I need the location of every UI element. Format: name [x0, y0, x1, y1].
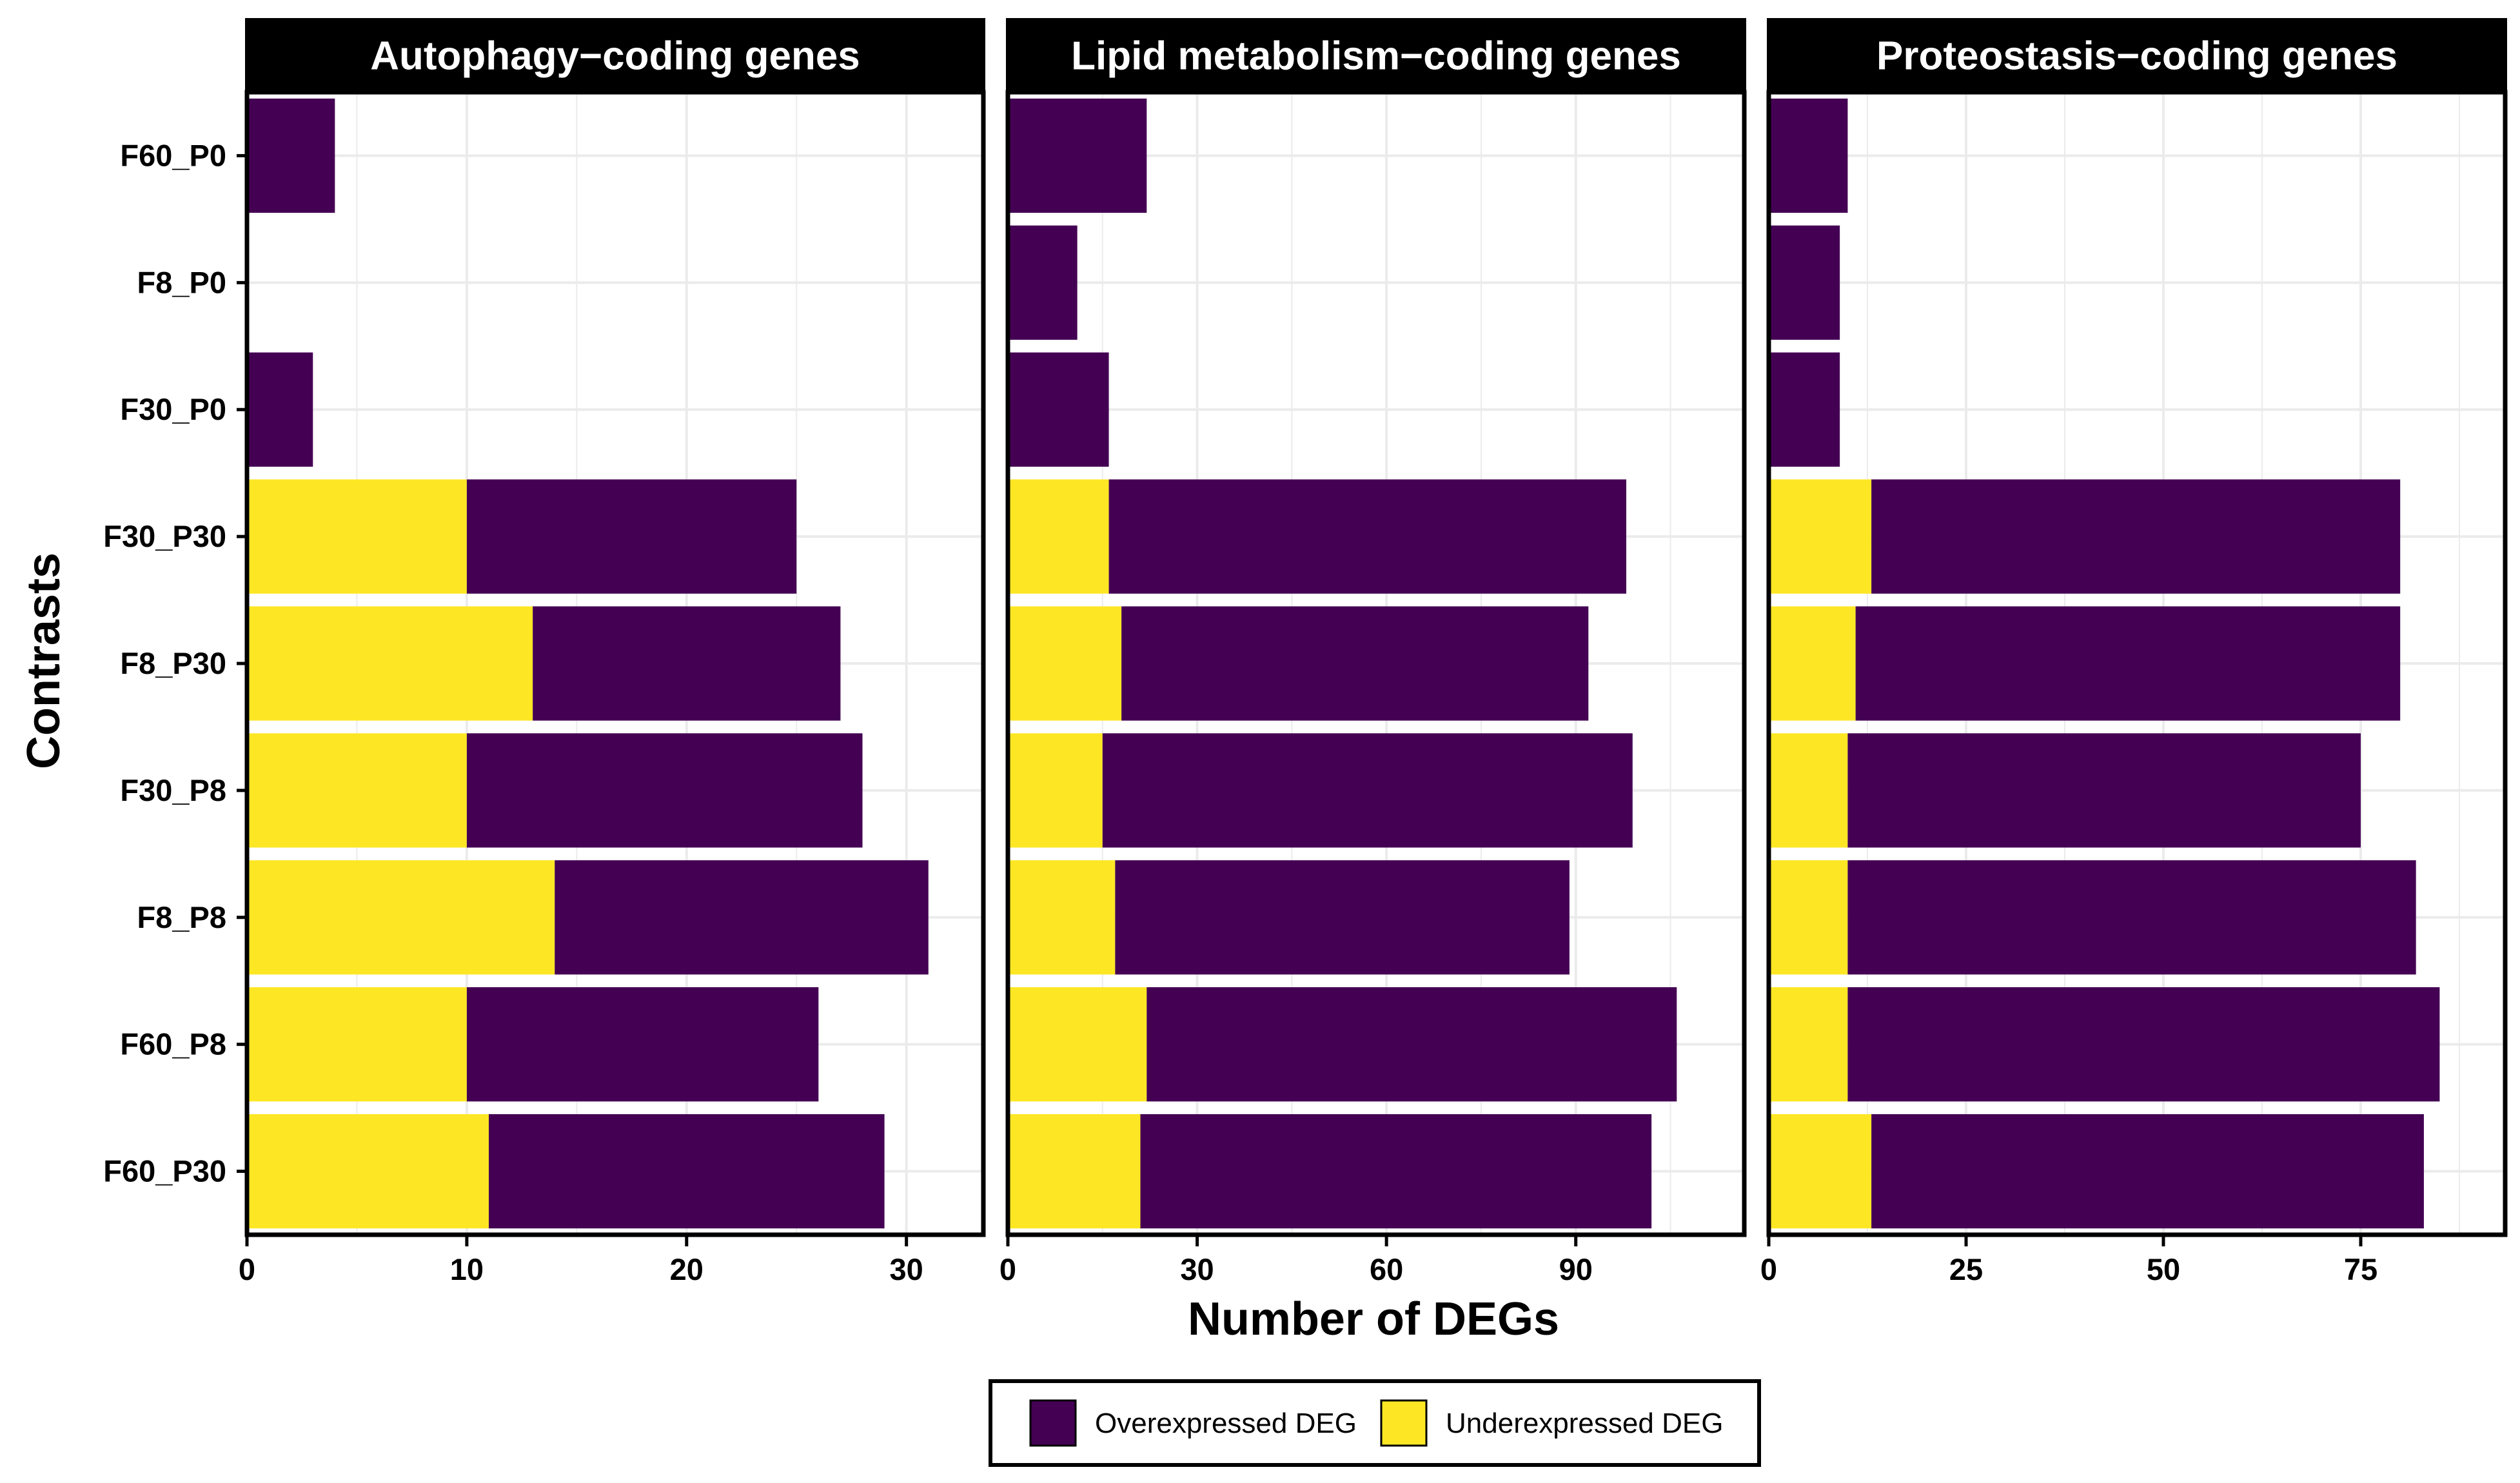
- x-tick-label: 30: [1180, 1252, 1214, 1286]
- x-tick-label: 25: [1949, 1252, 1983, 1286]
- bar-overexpressed-f60-p30: [1871, 1114, 2424, 1229]
- x-tick-label: 60: [1370, 1252, 1403, 1286]
- bar-underexpressed-f60-p30: [1769, 1114, 1872, 1229]
- y-tick-label: F60_P0: [120, 138, 226, 172]
- facet-strip-title: Autophagy−coding genes: [370, 34, 860, 79]
- bar-underexpressed-f60-p30: [1008, 1114, 1141, 1229]
- y-tick-label: F8_P30: [120, 646, 226, 680]
- y-tick-label: F60_P8: [120, 1027, 226, 1061]
- bar-overexpressed-f8-p8: [1115, 860, 1570, 975]
- bar-underexpressed-f30-p8: [247, 733, 467, 848]
- bar-overexpressed-f60-p30: [1140, 1114, 1652, 1229]
- y-tick-label: F30_P8: [120, 773, 226, 807]
- y-axis-title: Contrasts: [18, 553, 70, 769]
- bar-overexpressed-f30-p8: [1102, 733, 1633, 848]
- bar-overexpressed-f60-p0: [1008, 98, 1147, 213]
- bar-overexpressed-f60-p0: [247, 98, 335, 213]
- legend: Overexpressed DEG Underexpressed DEG: [989, 1379, 1761, 1467]
- bar-underexpressed-f60-p30: [247, 1114, 489, 1229]
- bar-underexpressed-f8-p8: [1008, 860, 1116, 975]
- bar-underexpressed-f60-p8: [1769, 987, 1848, 1102]
- legend-key-underexpressed: [1380, 1399, 1428, 1447]
- y-tick-label: F60_P30: [103, 1154, 226, 1188]
- bar-underexpressed-f8-p30: [1769, 606, 1856, 721]
- bar-underexpressed-f60-p8: [247, 987, 467, 1102]
- legend-label-overexpressed: Overexpressed DEG: [1095, 1408, 1357, 1439]
- bar-underexpressed-f30-p30: [1008, 479, 1109, 594]
- bar-overexpressed-f8-p0: [1008, 225, 1078, 340]
- bar-overexpressed-f30-p30: [1871, 479, 2401, 594]
- bar-underexpressed-f8-p8: [247, 860, 555, 975]
- bar-overexpressed-f60-p8: [1847, 987, 2440, 1102]
- bar-overexpressed-f30-p0: [1008, 352, 1109, 467]
- facet-strip-title: Lipid metabolism−coding genes: [1071, 34, 1681, 79]
- bar-underexpressed-f30-p8: [1008, 733, 1103, 848]
- bar-overexpressed-f60-p0: [1769, 98, 1848, 213]
- x-tick-label: 0: [1760, 1252, 1777, 1286]
- legend-label-underexpressed: Underexpressed DEG: [1446, 1408, 1723, 1439]
- bar-underexpressed-f60-p8: [1008, 987, 1147, 1102]
- x-tick-label: 75: [2344, 1252, 2377, 1286]
- bar-underexpressed-f30-p30: [1769, 479, 1872, 594]
- y-tick-label: F30_P0: [120, 392, 226, 426]
- y-tick-label: F8_P0: [137, 265, 226, 299]
- x-tick-label: 90: [1559, 1252, 1593, 1286]
- bar-overexpressed-f30-p30: [1108, 479, 1627, 594]
- facet-strip-title: Proteostasis−coding genes: [1876, 34, 2397, 79]
- bar-overexpressed-f8-p30: [533, 606, 841, 721]
- x-tick-label: 0: [239, 1252, 255, 1286]
- facet-strip: [245, 18, 985, 92]
- bar-overexpressed-f8-p8: [1847, 860, 2416, 975]
- bar-overexpressed-f8-p30: [1121, 606, 1589, 721]
- panel-3: Proteostasis−coding genes 0 25 50 75: [1760, 18, 2508, 1286]
- panel-1: Autophagy−coding genes 0 10 20 30: [239, 18, 986, 1286]
- bar-overexpressed-f30-p0: [247, 352, 313, 467]
- y-tick-label: F8_P8: [137, 900, 226, 934]
- facet-strip: [1006, 18, 1746, 92]
- facet-strip: [1767, 18, 2507, 92]
- x-axis-title: Number of DEGs: [1188, 1293, 1559, 1345]
- panel-2: Lipid metabolism−coding genes 0 30 60 90: [999, 18, 1747, 1286]
- bar-overexpressed-f60-p30: [488, 1114, 885, 1229]
- bar-overexpressed-f30-p8: [466, 733, 863, 848]
- bar-underexpressed-f8-p8: [1769, 860, 1848, 975]
- bar-underexpressed-f8-p30: [247, 606, 533, 721]
- x-tick-label: 30: [890, 1252, 923, 1286]
- bar-overexpressed-f8-p30: [1855, 606, 2401, 721]
- legend-key-overexpressed: [1029, 1399, 1077, 1447]
- y-tick-label: F30_P30: [103, 519, 226, 553]
- x-tick-label: 0: [999, 1252, 1016, 1286]
- bar-overexpressed-f8-p0: [1769, 225, 1840, 340]
- bar-overexpressed-f30-p8: [1847, 733, 2361, 848]
- bar-underexpressed-f30-p30: [247, 479, 467, 594]
- x-tick-label: 50: [2147, 1252, 2180, 1286]
- bar-overexpressed-f60-p8: [1147, 987, 1677, 1102]
- legend-box: [989, 1379, 1761, 1467]
- bar-overexpressed-f60-p8: [466, 987, 819, 1102]
- bar-underexpressed-f30-p8: [1769, 733, 1848, 848]
- bar-overexpressed-f8-p8: [555, 860, 929, 975]
- bar-overexpressed-f30-p0: [1769, 352, 1840, 467]
- x-tick-label: 10: [450, 1252, 484, 1286]
- bar-underexpressed-f8-p30: [1008, 606, 1122, 721]
- bar-overexpressed-f30-p30: [466, 479, 797, 594]
- x-tick-label: 20: [670, 1252, 704, 1286]
